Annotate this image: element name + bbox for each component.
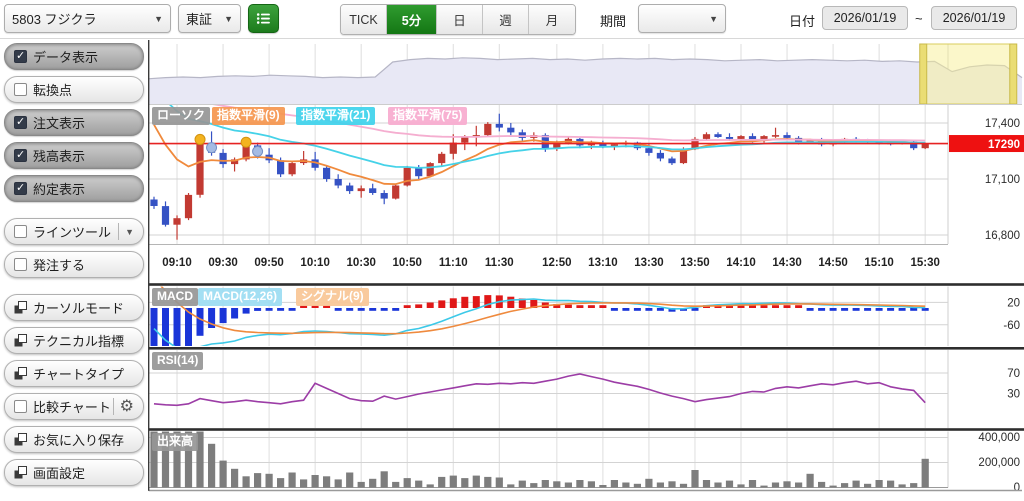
checkbox xyxy=(14,115,27,129)
line-tool-button[interactable]: ラインツール ▼ xyxy=(4,218,144,245)
symbol-select-value: 5803 フジクラ xyxy=(12,12,97,27)
chevron-down-icon: ▼ xyxy=(154,13,163,24)
windows-icon xyxy=(14,367,27,380)
svg-text:11:30: 11:30 xyxy=(485,257,514,269)
navigator xyxy=(147,43,1023,105)
exchange-select[interactable]: 東証 ▼ xyxy=(178,4,241,33)
date-label: 日付 xyxy=(789,14,816,29)
windows-icon xyxy=(14,334,27,347)
sidebar: データ表示 転換点 注文表示 残高表示 約定表示 ラインツール ▼ 発注する カ… xyxy=(0,38,148,496)
order-marker xyxy=(206,142,218,154)
svg-text:09:50: 09:50 xyxy=(254,257,283,269)
interval-day-button[interactable]: 日 xyxy=(437,5,483,34)
candles xyxy=(150,113,929,240)
svg-text:13:30: 13:30 xyxy=(634,257,663,269)
last-price-badge xyxy=(949,135,1024,153)
toolbar: 5803 フジクラ ▼ 東証 ▼ TICK 5分 日 週 月 期間 ▼ 日付 ~ xyxy=(0,0,1024,39)
nav-handle-right xyxy=(1009,43,1018,105)
svg-text:0: 0 xyxy=(1014,482,1020,494)
checkbox xyxy=(14,148,27,162)
date-from-input[interactable] xyxy=(822,6,908,30)
signal-line xyxy=(160,286,926,335)
svg-text:10:30: 10:30 xyxy=(346,257,375,269)
order-marker xyxy=(252,145,264,157)
svg-text:12:50: 12:50 xyxy=(542,257,571,269)
interval-month-button[interactable]: 月 xyxy=(529,5,575,34)
period-select[interactable]: ▼ xyxy=(638,4,726,33)
gear-icon[interactable]: ⚙ xyxy=(119,397,134,415)
chart-area[interactable]: 17,400 17,100 16,800 17290 09:10 09:30 09:50 10… xyxy=(147,38,1024,496)
interval-week-button[interactable]: 週 xyxy=(483,5,529,34)
svg-text:14:10: 14:10 xyxy=(726,257,755,269)
svg-text:15:10: 15:10 xyxy=(864,257,893,269)
screen-settings-button[interactable]: 画面設定 xyxy=(4,459,144,486)
svg-text:09:30: 09:30 xyxy=(208,257,237,269)
svg-text:14:50: 14:50 xyxy=(818,257,847,269)
svg-text:30: 30 xyxy=(1007,389,1020,401)
exchange-select-value: 東証 xyxy=(186,12,213,27)
interval-tick-button[interactable]: TICK xyxy=(341,5,387,34)
price-chart-svg[interactable]: 17,400 17,100 16,800 17290 09:10 09:30 09:50 10… xyxy=(147,38,1024,496)
chevron-down-icon: ▼ xyxy=(709,13,718,24)
interval-button-group: TICK 5分 日 週 月 xyxy=(340,4,576,35)
svg-text:200,000: 200,000 xyxy=(978,457,1020,469)
divider xyxy=(118,223,120,240)
windows-icon xyxy=(14,433,27,446)
save-favorite-button[interactable]: お気に入り保存 xyxy=(4,426,144,453)
toggle-data-display[interactable]: データ表示 xyxy=(4,43,144,70)
svg-text:-60: -60 xyxy=(1003,320,1020,332)
windows-icon xyxy=(14,301,27,314)
svg-text:09:10: 09:10 xyxy=(162,257,191,269)
ema21-line xyxy=(169,105,926,169)
period-label: 期間 xyxy=(600,14,627,29)
svg-text:13:50: 13:50 xyxy=(680,257,709,269)
svg-text:14:30: 14:30 xyxy=(772,257,801,269)
interval-5min-button[interactable]: 5分 xyxy=(387,5,437,34)
windows-icon xyxy=(14,466,27,479)
checkbox xyxy=(14,225,27,238)
toggle-order-display[interactable]: 注文表示 xyxy=(4,109,144,136)
macd-panel xyxy=(150,286,929,346)
toggle-balance-display[interactable]: 残高表示 xyxy=(4,142,144,169)
toggle-execution-display[interactable]: 約定表示 xyxy=(4,175,144,202)
toggle-turning-point[interactable]: 転換点 xyxy=(4,76,144,103)
list-icon xyxy=(255,10,272,27)
svg-text:17,400: 17,400 xyxy=(985,118,1020,130)
svg-text:10:10: 10:10 xyxy=(300,257,329,269)
chevron-down-icon: ▼ xyxy=(224,13,233,24)
symbol-list-button[interactable] xyxy=(248,4,279,33)
checkbox xyxy=(14,400,27,413)
svg-text:70: 70 xyxy=(1007,368,1020,380)
svg-text:11:10: 11:10 xyxy=(439,257,468,269)
svg-text:400,000: 400,000 xyxy=(978,432,1020,444)
technical-indicator-button[interactable]: テクニカル指標 xyxy=(4,327,144,354)
rsi-line xyxy=(153,373,926,407)
nav-handle-left xyxy=(919,43,928,105)
cursor-mode-button[interactable]: カーソルモード xyxy=(4,294,144,321)
date-range-separator: ~ xyxy=(915,11,923,26)
svg-text:17,100: 17,100 xyxy=(985,174,1020,186)
svg-text:16,800: 16,800 xyxy=(985,230,1020,242)
chevron-down-icon[interactable]: ▼ xyxy=(125,226,134,237)
checkbox xyxy=(14,258,27,271)
checkbox xyxy=(14,83,27,96)
divider xyxy=(112,398,114,415)
checkbox xyxy=(14,49,27,63)
execution-marker xyxy=(194,133,206,145)
volume-panel xyxy=(150,431,929,488)
execution-marker xyxy=(240,136,252,148)
svg-text:13:10: 13:10 xyxy=(588,257,617,269)
date-to-input[interactable] xyxy=(931,6,1017,30)
nav-selection xyxy=(922,43,1014,105)
compare-chart-button[interactable]: 比較チャート ⚙ xyxy=(4,393,144,420)
checkbox xyxy=(14,181,27,195)
svg-text:20: 20 xyxy=(1007,297,1020,309)
chart-type-button[interactable]: チャートタイプ xyxy=(4,360,144,387)
svg-text:10:50: 10:50 xyxy=(393,257,422,269)
place-order-toggle[interactable]: 発注する xyxy=(4,251,144,278)
svg-text:17290: 17290 xyxy=(988,139,1020,151)
svg-text:15:30: 15:30 xyxy=(910,257,939,269)
symbol-select[interactable]: 5803 フジクラ ▼ xyxy=(4,4,171,33)
